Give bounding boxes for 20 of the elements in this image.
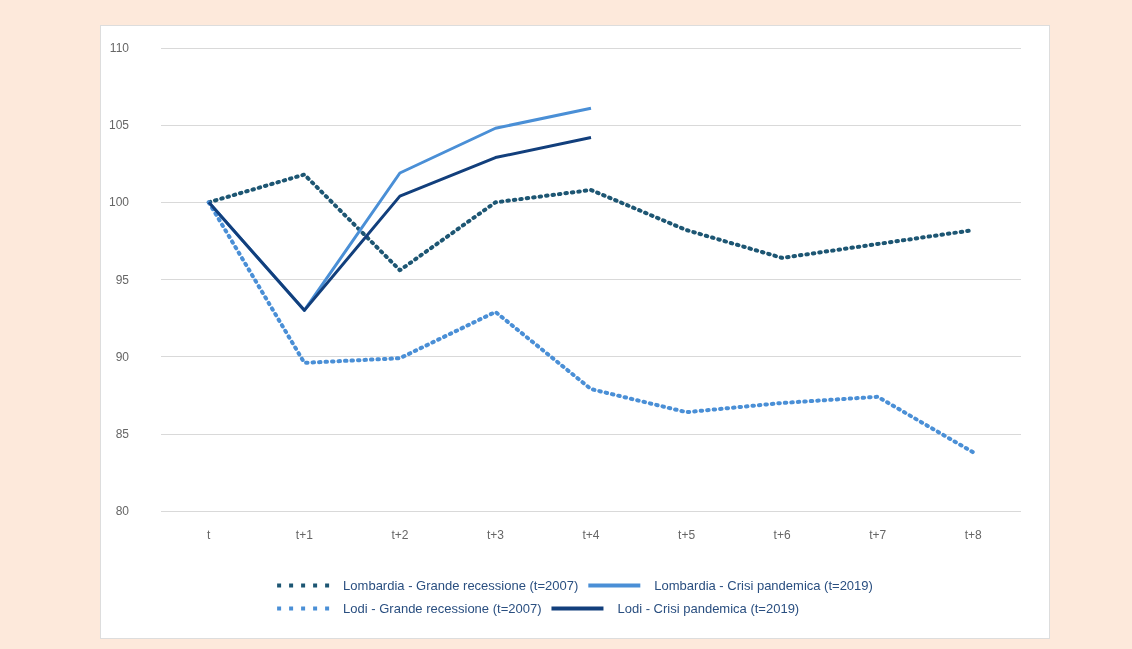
y-tick-label: 110 — [109, 41, 130, 55]
x-tick-label: t+4 — [582, 528, 600, 542]
y-tick-label: 80 — [115, 504, 130, 518]
x-tick-label: t+7 — [869, 528, 887, 542]
x-tick-label: t+1 — [295, 528, 314, 542]
y-tick-label: 105 — [108, 118, 130, 133]
y-tick-label: 90 — [115, 349, 130, 364]
x-tick-label: t+2 — [391, 528, 409, 542]
y-tick-label: 85 — [115, 426, 130, 441]
x-tick-label: t+6 — [773, 528, 791, 542]
y-tick-label: 95 — [115, 272, 130, 287]
legend-label: Lodi - Crisi pandemica (t=2019) — [617, 601, 800, 616]
x-tick-label: t+3 — [486, 528, 505, 542]
y-tick-label: 100 — [108, 195, 130, 210]
legend-label: Lombardia - Crisi pandemica (t=2019) — [654, 578, 873, 593]
x-tick-label: t — [207, 528, 212, 542]
legend-label: Lombardia - Grande recessione (t=2007) — [343, 578, 579, 593]
legend-label: Lodi - Grande recessione (t=2007) — [343, 601, 542, 616]
x-tick-label: t+5 — [678, 528, 696, 542]
x-tick-label: t+8 — [964, 528, 983, 542]
